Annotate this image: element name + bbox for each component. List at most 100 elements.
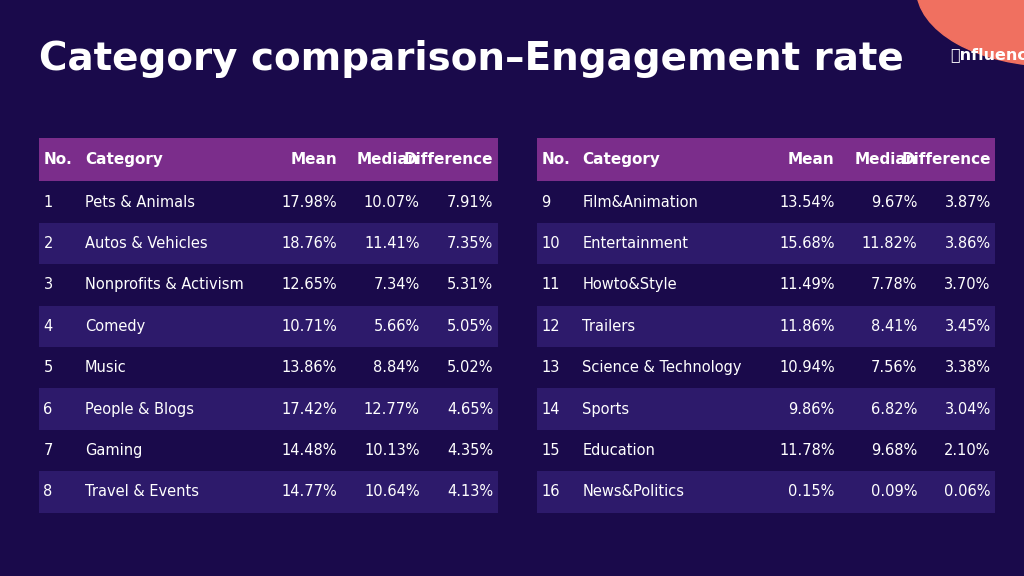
FancyBboxPatch shape: [39, 430, 498, 471]
Text: 9: 9: [541, 195, 551, 210]
Text: 11: 11: [541, 277, 560, 293]
Text: 10.64%: 10.64%: [365, 484, 420, 499]
Text: 11.86%: 11.86%: [779, 319, 835, 334]
Text: 8.41%: 8.41%: [871, 319, 918, 334]
Text: Travel & Events: Travel & Events: [85, 484, 199, 499]
Text: Median: Median: [855, 152, 918, 167]
FancyBboxPatch shape: [39, 264, 498, 305]
Text: 12.77%: 12.77%: [364, 401, 420, 416]
Text: Median: Median: [357, 152, 420, 167]
Text: 8: 8: [43, 484, 53, 499]
Text: 9.68%: 9.68%: [871, 443, 918, 458]
Text: Category: Category: [85, 152, 163, 167]
Text: 0.06%: 0.06%: [944, 484, 991, 499]
Text: 3.38%: 3.38%: [945, 360, 991, 375]
Text: Difference: Difference: [901, 152, 991, 167]
Text: 13.54%: 13.54%: [779, 195, 835, 210]
Text: Nonprofits & Activism: Nonprofits & Activism: [85, 277, 244, 293]
Text: 5.31%: 5.31%: [446, 277, 494, 293]
Text: Mean: Mean: [788, 152, 835, 167]
Text: 10.07%: 10.07%: [364, 195, 420, 210]
Text: 3: 3: [43, 277, 52, 293]
FancyBboxPatch shape: [537, 305, 995, 347]
Text: ⓘnfluencer: ⓘnfluencer: [950, 47, 1024, 62]
FancyBboxPatch shape: [39, 305, 498, 347]
FancyBboxPatch shape: [537, 181, 995, 223]
Text: 13: 13: [541, 360, 559, 375]
Text: 3.04%: 3.04%: [944, 401, 991, 416]
Text: 16: 16: [541, 484, 560, 499]
Text: 7.91%: 7.91%: [446, 195, 494, 210]
Text: 10.13%: 10.13%: [365, 443, 420, 458]
FancyBboxPatch shape: [537, 223, 995, 264]
Text: 3.87%: 3.87%: [944, 195, 991, 210]
Text: 11.41%: 11.41%: [365, 236, 420, 251]
Text: Education: Education: [583, 443, 655, 458]
Text: No.: No.: [541, 152, 570, 167]
Text: 13.86%: 13.86%: [282, 360, 337, 375]
Text: 18.76%: 18.76%: [282, 236, 337, 251]
Text: 15.68%: 15.68%: [779, 236, 835, 251]
Text: 5.05%: 5.05%: [446, 319, 494, 334]
Text: Film&Animation: Film&Animation: [583, 195, 698, 210]
Text: 10.94%: 10.94%: [779, 360, 835, 375]
FancyBboxPatch shape: [39, 388, 498, 430]
Text: 5.66%: 5.66%: [374, 319, 420, 334]
FancyBboxPatch shape: [39, 347, 498, 388]
Text: 9.67%: 9.67%: [871, 195, 918, 210]
FancyBboxPatch shape: [537, 430, 995, 471]
Text: 15: 15: [541, 443, 560, 458]
Text: 12: 12: [541, 319, 560, 334]
Text: 7.78%: 7.78%: [870, 277, 918, 293]
Text: 6: 6: [43, 401, 53, 416]
Text: 0.09%: 0.09%: [870, 484, 918, 499]
Text: 1: 1: [43, 195, 53, 210]
Text: 14.48%: 14.48%: [282, 443, 337, 458]
Text: 17.98%: 17.98%: [282, 195, 337, 210]
Text: Howto&Style: Howto&Style: [583, 277, 677, 293]
Text: 2: 2: [43, 236, 53, 251]
Text: Autos & Vehicles: Autos & Vehicles: [85, 236, 208, 251]
Text: 14.77%: 14.77%: [282, 484, 337, 499]
Text: 4.35%: 4.35%: [446, 443, 494, 458]
Text: 3.70%: 3.70%: [944, 277, 991, 293]
Text: Pets & Animals: Pets & Animals: [85, 195, 195, 210]
Text: 8.84%: 8.84%: [374, 360, 420, 375]
Text: People & Blogs: People & Blogs: [85, 401, 194, 416]
FancyBboxPatch shape: [39, 471, 498, 513]
Text: Sports: Sports: [583, 401, 630, 416]
Text: Trailers: Trailers: [583, 319, 636, 334]
Text: Entertainment: Entertainment: [583, 236, 688, 251]
Text: 7.56%: 7.56%: [871, 360, 918, 375]
Text: Category comparison–Engagement rate: Category comparison–Engagement rate: [39, 40, 903, 78]
FancyBboxPatch shape: [39, 138, 498, 181]
FancyBboxPatch shape: [537, 138, 995, 181]
Text: Category: Category: [583, 152, 660, 167]
Text: 12.65%: 12.65%: [282, 277, 337, 293]
Text: 7.35%: 7.35%: [446, 236, 494, 251]
Text: 4.65%: 4.65%: [446, 401, 494, 416]
FancyBboxPatch shape: [39, 223, 498, 264]
Text: Science & Technology: Science & Technology: [583, 360, 742, 375]
Text: 4.13%: 4.13%: [446, 484, 494, 499]
Text: Gaming: Gaming: [85, 443, 142, 458]
FancyBboxPatch shape: [537, 388, 995, 430]
Text: 7.34%: 7.34%: [374, 277, 420, 293]
Text: No.: No.: [43, 152, 73, 167]
Text: 11.78%: 11.78%: [779, 443, 835, 458]
Text: 3.86%: 3.86%: [944, 236, 991, 251]
FancyBboxPatch shape: [537, 471, 995, 513]
Text: Difference: Difference: [403, 152, 494, 167]
Text: 10: 10: [541, 236, 560, 251]
Text: 9.86%: 9.86%: [788, 401, 835, 416]
Text: 14: 14: [541, 401, 560, 416]
Text: 10.71%: 10.71%: [282, 319, 337, 334]
Circle shape: [916, 0, 1024, 66]
Text: 7: 7: [43, 443, 53, 458]
FancyBboxPatch shape: [537, 264, 995, 305]
Text: Music: Music: [85, 360, 127, 375]
Text: 5: 5: [43, 360, 53, 375]
Text: 2.10%: 2.10%: [944, 443, 991, 458]
Text: 5.02%: 5.02%: [446, 360, 494, 375]
Text: 3.45%: 3.45%: [944, 319, 991, 334]
